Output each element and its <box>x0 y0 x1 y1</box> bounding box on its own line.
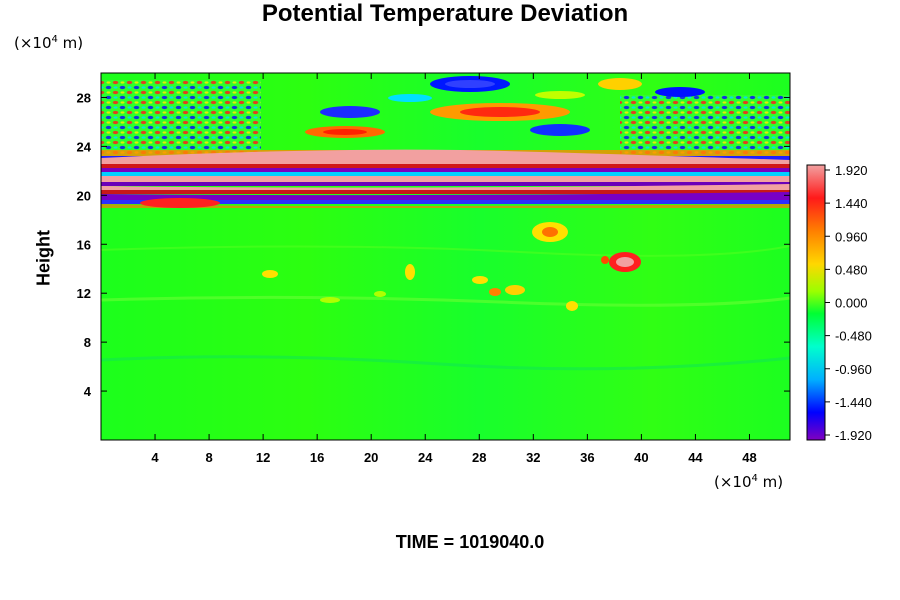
y-tick-label: 4 <box>84 384 92 399</box>
x-tick-label: 36 <box>580 450 594 465</box>
y-unit-label: (×104 m) <box>14 34 84 52</box>
colorbar-ticks: 1.920 1.440 0.960 0.480 0.000 -0.480 -0.960 -1.… <box>825 163 872 443</box>
heatmap-field <box>101 73 790 440</box>
x-tick-label: 28 <box>472 450 486 465</box>
colorbar <box>806 164 826 441</box>
colorbar-tick-label: 0.960 <box>835 229 868 244</box>
time-label: TIME = 1019040.0 <box>395 532 545 552</box>
y-tick-label: 20 <box>77 188 91 203</box>
x-tick-label: 20 <box>364 450 378 465</box>
y-tick-label: 16 <box>77 237 91 252</box>
colorbar-tick-label: 0.000 <box>835 296 868 311</box>
colorbar-tick-label: -0.480 <box>835 329 872 344</box>
y-tick-label: 12 <box>77 286 91 301</box>
plot-frame <box>100 72 791 441</box>
chart-title: Potential Temperature Deviation <box>261 0 629 27</box>
x-tick-label: 40 <box>634 450 648 465</box>
x-tick-label: 32 <box>526 450 540 465</box>
x-tick-label: 4 <box>151 450 159 465</box>
colorbar-tick-label: -1.920 <box>835 428 872 443</box>
x-axis-ticks: 4 8 12 16 20 24 28 32 36 40 44 48 <box>151 73 757 465</box>
y-tick-label: 8 <box>84 335 91 350</box>
y-tick-label: 24 <box>77 139 92 154</box>
x-unit-label: (×104 m) <box>714 473 784 491</box>
x-tick-label: 24 <box>418 450 433 465</box>
x-tick-label: 48 <box>742 450 756 465</box>
x-tick-label: 44 <box>688 450 703 465</box>
colorbar-tick-label: 0.480 <box>835 262 868 277</box>
colorbar-tick-label: 1.440 <box>835 196 868 211</box>
x-tick-label: 8 <box>205 450 212 465</box>
colorbar-tick-label: -1.440 <box>835 395 872 410</box>
x-tick-label: 12 <box>256 450 270 465</box>
x-tick-label: 16 <box>310 450 324 465</box>
colorbar-tick-label: -0.960 <box>835 362 872 377</box>
y-axis-ticks: 4 8 12 16 20 24 28 <box>77 90 790 399</box>
y-tick-label: 28 <box>77 90 91 105</box>
colorbar-tick-label: 1.920 <box>835 163 868 178</box>
